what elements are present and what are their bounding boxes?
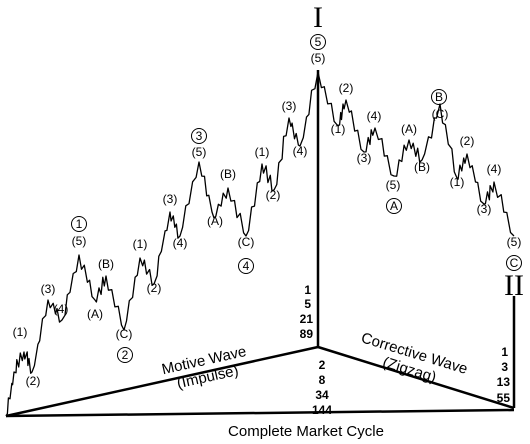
circled-label-2: 2 [117, 347, 133, 363]
wave-label: (3) [357, 151, 372, 165]
corrective-base-line [317, 345, 515, 410]
wave-label: (C) [432, 107, 449, 121]
wave-label: (C) [238, 235, 255, 249]
wave-label: (B) [414, 160, 430, 174]
motive-wave-caption: Motive Wave (Impulse) [160, 343, 248, 392]
wave-label: (3) [41, 282, 56, 296]
wave-label: (2) [147, 281, 162, 295]
wave-label: (4) [173, 236, 188, 250]
svg-text:3: 3 [501, 360, 508, 374]
wave-label: (5) [192, 145, 207, 159]
svg-text:2: 2 [122, 348, 129, 362]
wave-label: (B) [98, 257, 114, 271]
motive-base-line [5, 345, 319, 418]
svg-text:34: 34 [315, 388, 329, 402]
wave-label: (1) [450, 175, 465, 189]
svg-text:5: 5 [315, 35, 322, 49]
svg-text:B: B [435, 90, 443, 104]
wave-label: (4) [367, 109, 382, 123]
wave-label: (1) [331, 122, 346, 136]
end-label: II [504, 269, 524, 302]
wave-label: (A) [87, 307, 103, 321]
wave-label: (4) [54, 302, 69, 316]
circled-label-b: B [431, 89, 447, 105]
wave-label: (A) [207, 214, 223, 228]
wave-label: (5) [72, 234, 87, 248]
svg-text:89: 89 [300, 327, 314, 341]
svg-text:C: C [510, 256, 519, 270]
svg-text:8: 8 [319, 373, 326, 387]
wave-label: (1) [255, 145, 270, 159]
wave-label: (2) [339, 81, 354, 95]
wave-label: (5) [311, 51, 326, 65]
circled-label-4: 4 [238, 258, 254, 274]
corrective-wave-caption: Corrective Wave (Zigzag) [359, 329, 469, 386]
wave-label: (4) [293, 144, 308, 158]
bottom-base-line [5, 408, 515, 418]
svg-text:1: 1 [304, 283, 311, 297]
wave-label: (5) [507, 235, 522, 249]
circled-label-3: 3 [191, 128, 207, 144]
wave-label: (2) [266, 188, 281, 202]
price-path [5, 71, 515, 417]
svg-text:3: 3 [196, 129, 203, 143]
wave-label: (B) [220, 167, 236, 181]
wave-label: (5) [386, 178, 401, 192]
svg-text:55: 55 [497, 391, 511, 405]
wave-label: (2) [460, 134, 475, 148]
svg-text:4: 4 [243, 259, 250, 273]
wave-label: (3) [477, 202, 492, 216]
svg-text:5: 5 [304, 297, 311, 311]
svg-text:1: 1 [501, 345, 508, 359]
circled-label-a: A [386, 198, 402, 214]
svg-text:1: 1 [76, 217, 83, 231]
svg-text:2: 2 [319, 358, 326, 372]
counts-right: 1 3 13 55 [497, 345, 511, 405]
wave-label: (1) [133, 237, 148, 251]
peak-label: I [313, 1, 323, 34]
wave-label: (A) [401, 122, 417, 136]
wave-label: (2) [26, 374, 41, 388]
svg-text:21: 21 [300, 312, 314, 326]
wave-label: (C) [116, 327, 133, 341]
wave-label: (1) [13, 325, 28, 339]
wave-label: (3) [282, 99, 297, 113]
complete-market-cycle-title: Complete Market Cycle [228, 423, 384, 440]
counts-center: 2 8 34 144 [312, 358, 332, 417]
wave-label: (4) [487, 162, 502, 176]
circled-label-5: 5 [310, 34, 326, 50]
svg-text:A: A [390, 199, 398, 213]
circled-label-1: 1 [71, 216, 87, 232]
circled-label-c: C [506, 255, 522, 271]
wave-label: (3) [163, 192, 178, 206]
svg-text:13: 13 [497, 375, 511, 389]
counts-upper: 1 5 21 89 [300, 283, 314, 341]
svg-text:144: 144 [312, 403, 332, 417]
